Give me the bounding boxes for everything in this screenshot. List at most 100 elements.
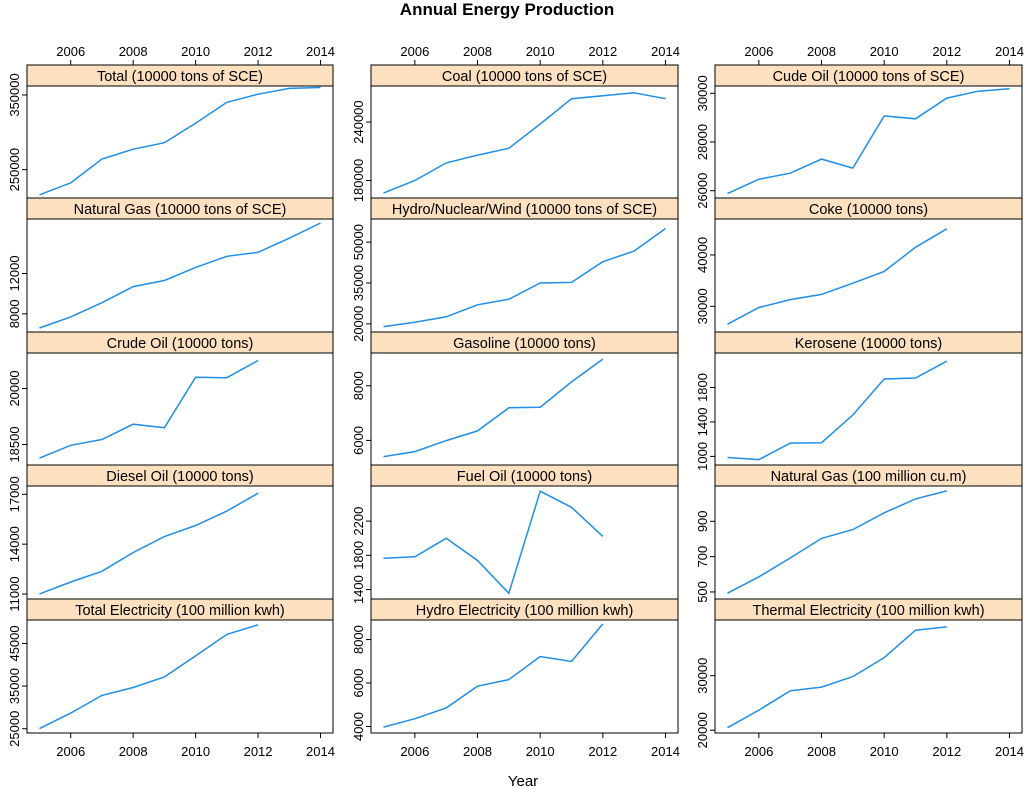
panel-title: Hydro/Nuclear/Wind (10000 tons of SCE): [392, 202, 657, 218]
panel: Natural Gas (10000 tons of SCE) 8000 12000: [7, 197, 334, 333]
y-tick-label: 30000: [695, 75, 710, 111]
x-tick-label: 2012: [932, 44, 961, 59]
series-line: [39, 359, 259, 459]
panel: Kerosene (10000 tons) 1000 1400 1800: [695, 331, 1023, 471]
x-tick-label: 2012: [244, 44, 273, 59]
x-tick-label: 2010: [526, 44, 555, 59]
y-tick-label: 700: [695, 546, 710, 568]
panel-frame: [370, 85, 679, 199]
y-tick-label: 20000: [7, 370, 22, 406]
x-tick-label: 2014: [995, 744, 1024, 759]
panel-title: Thermal Electricity (100 million kwh): [752, 603, 984, 619]
x-tick-label: 2014: [306, 744, 335, 759]
panel-frame: [26, 485, 334, 600]
y-tick-label: 4000: [351, 712, 366, 741]
x-tick-label: 2014: [306, 44, 335, 59]
x-tick-label: 2006: [56, 744, 85, 759]
panel-frame: [370, 218, 679, 333]
panel: Total (10000 tons of SCE) 250000 350000 200…: [7, 44, 335, 199]
panel: Cude Oil (10000 tons of SCE) 26000 28000 30…: [695, 44, 1024, 209]
x-tick-label: 2010: [181, 744, 210, 759]
y-tick-label: 180000: [351, 159, 366, 202]
panel: Diesel Oil (10000 tons) 11000 14000 17000: [7, 464, 334, 612]
y-tick-label: 900: [695, 510, 710, 532]
y-tick-label: 1800: [695, 373, 710, 402]
x-tick-label: 2006: [400, 744, 429, 759]
y-tick-label: 18500: [7, 426, 22, 462]
panel-title: Kerosene (10000 tons): [795, 336, 943, 352]
y-tick-label: 1000: [695, 442, 710, 471]
panel: Crude Oil (10000 tons) 18500 20000: [7, 331, 334, 466]
y-tick-label: 250000: [7, 148, 22, 191]
panel-title: Diesel Oil (10000 tons): [106, 469, 254, 485]
panels: Total (10000 tons of SCE) 250000 350000 200…: [7, 44, 1024, 759]
series-line: [383, 227, 666, 328]
y-tick-label: 40000: [695, 237, 710, 273]
x-tick-label: 2008: [119, 44, 148, 59]
x-tick-label: 2014: [651, 744, 680, 759]
y-tick-label: 17000: [7, 476, 22, 512]
x-tick-label: 2008: [807, 744, 836, 759]
y-tick-label: 35000: [7, 668, 22, 704]
series-line: [383, 92, 666, 194]
panel-title: Natural Gas (100 million cu.m): [771, 469, 967, 485]
x-tick-label: 2006: [744, 44, 773, 59]
y-tick-label: 20000: [695, 712, 710, 748]
x-tick-label: 2010: [870, 44, 899, 59]
panel-frame: [714, 619, 1023, 734]
y-tick-label: 2200: [351, 507, 366, 536]
x-axis-label: Year: [508, 773, 538, 787]
y-tick-label: 30000: [695, 288, 710, 324]
y-tick-label: 6000: [351, 426, 366, 455]
y-tick-label: 11000: [7, 576, 22, 611]
series-line: [727, 626, 947, 729]
panel-title: Total Electricity (100 million kwh): [75, 603, 285, 619]
x-tick-label: 2008: [463, 44, 492, 59]
y-tick-label: 25000: [7, 711, 22, 747]
x-tick-label: 2008: [463, 744, 492, 759]
panel-frame: [26, 218, 334, 333]
panel: Hydro/Nuclear/Wind (10000 tons of SCE) 20…: [351, 197, 679, 342]
y-tick-label: 350000: [7, 73, 22, 116]
series-line: [383, 358, 604, 458]
x-tick-label: 2012: [588, 744, 617, 759]
y-tick-label: 30000: [695, 658, 710, 694]
y-tick-label: 28000: [695, 124, 710, 160]
x-tick-label: 2006: [400, 44, 429, 59]
series-line: [39, 492, 259, 595]
panel-title: Hydro Electricity (100 million kwh): [416, 603, 634, 619]
panel-title: Natural Gas (10000 tons of SCE): [74, 202, 287, 218]
series-line: [727, 360, 948, 461]
panel: Thermal Electricity (100 million kwh) 200…: [695, 598, 1024, 759]
x-tick-label: 2008: [807, 44, 836, 59]
series-line: [727, 490, 947, 594]
y-tick-label: 12000: [7, 255, 22, 291]
x-tick-label: 2014: [995, 44, 1024, 59]
x-tick-label: 2010: [181, 44, 210, 59]
series-line: [39, 624, 259, 730]
panel-frame: [26, 352, 334, 466]
y-tick-label: 8000: [351, 625, 366, 654]
series-line: [383, 623, 604, 728]
panel-frame: [370, 352, 679, 466]
y-tick-label: 6000: [351, 669, 366, 698]
panel-title: Crude Oil (10000 tons): [107, 336, 254, 352]
x-tick-label: 2012: [588, 44, 617, 59]
panel: Coke (10000 tons) 30000 40000: [695, 197, 1023, 333]
series-line: [727, 88, 1010, 195]
series-line: [39, 86, 321, 196]
x-tick-label: 2010: [870, 744, 899, 759]
x-tick-label: 2006: [744, 744, 773, 759]
x-tick-label: 2010: [526, 744, 555, 759]
panel-title: Coke (10000 tons): [809, 202, 928, 218]
y-tick-label: 14000: [7, 526, 22, 562]
y-tick-label: 20000: [351, 306, 366, 342]
series-line: [39, 222, 321, 329]
panel-title: Coal (10000 tons of SCE): [442, 69, 607, 85]
panel-frame: [714, 485, 1023, 600]
panel-title: Gasoline (10000 tons): [453, 336, 596, 352]
series-line: [383, 490, 604, 595]
y-tick-label: 50000: [351, 224, 366, 260]
x-tick-label: 2012: [932, 744, 961, 759]
